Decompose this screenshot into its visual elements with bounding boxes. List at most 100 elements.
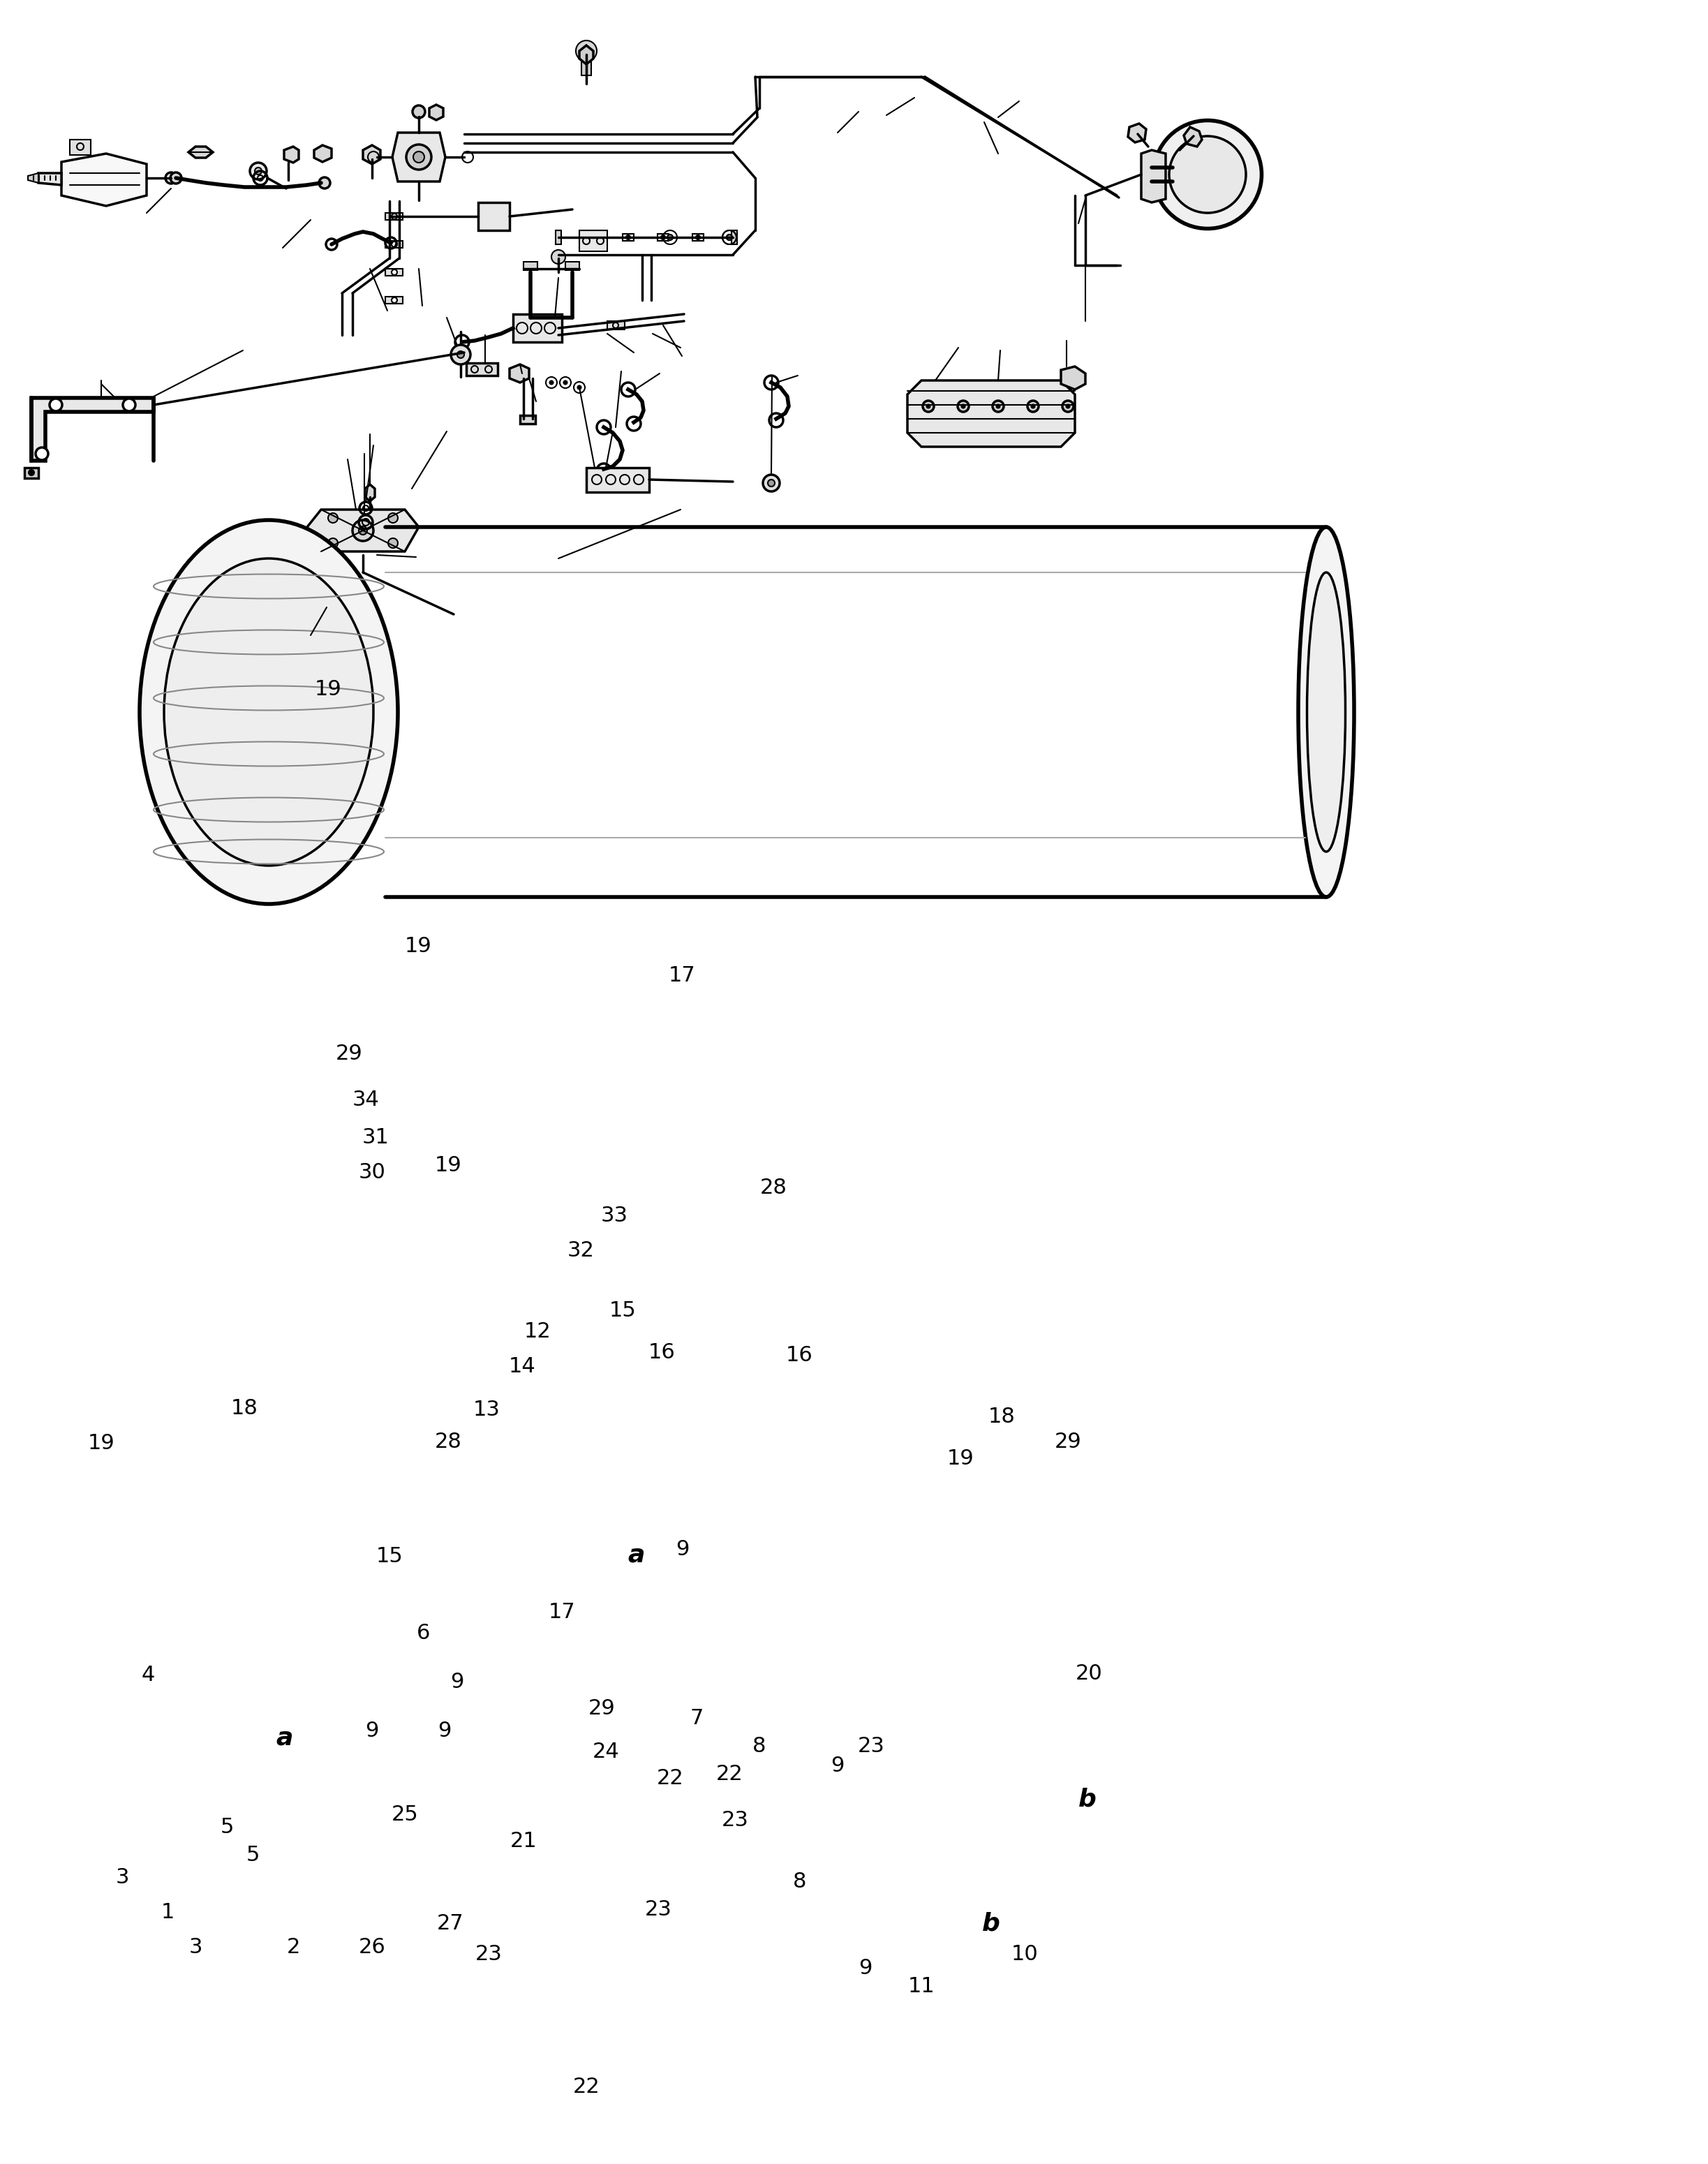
Circle shape [391, 214, 398, 219]
Text: 22: 22 [572, 2077, 600, 2097]
Bar [731, 229, 738, 245]
Text: 14: 14 [509, 1357, 536, 1376]
Circle shape [352, 519, 374, 541]
Polygon shape [38, 173, 61, 184]
Circle shape [1066, 405, 1069, 409]
Polygon shape [478, 203, 509, 229]
Circle shape [50, 398, 61, 411]
Polygon shape [70, 141, 91, 156]
Bar [512, 314, 562, 342]
Bar [386, 296, 403, 303]
Text: 1: 1 [161, 1902, 174, 1924]
Circle shape [661, 236, 664, 240]
Circle shape [926, 405, 931, 409]
Ellipse shape [1307, 573, 1346, 853]
Circle shape [29, 470, 34, 476]
Circle shape [769, 480, 775, 487]
Bar [586, 467, 649, 491]
Circle shape [36, 448, 48, 461]
Polygon shape [27, 173, 38, 184]
Ellipse shape [164, 558, 374, 866]
Text: 26: 26 [359, 1937, 386, 1958]
Bar [658, 234, 668, 240]
Text: 33: 33 [601, 1205, 629, 1227]
Polygon shape [284, 147, 299, 162]
Bar [466, 364, 497, 377]
Text: b: b [982, 1911, 1001, 1935]
Polygon shape [307, 509, 418, 552]
Polygon shape [24, 467, 38, 478]
Circle shape [564, 381, 567, 385]
Polygon shape [1184, 128, 1202, 147]
Bar [386, 212, 403, 221]
Ellipse shape [1298, 528, 1354, 898]
Circle shape [1032, 405, 1035, 409]
Text: 9: 9 [437, 1720, 451, 1742]
Text: 29: 29 [588, 1699, 615, 1718]
Circle shape [451, 344, 470, 364]
Text: 19: 19 [314, 679, 342, 699]
Text: 9: 9 [676, 1539, 690, 1560]
Circle shape [695, 236, 700, 240]
Bar [565, 262, 579, 270]
Text: 2: 2 [287, 1937, 301, 1958]
Text: 29: 29 [1054, 1430, 1081, 1452]
Circle shape [254, 167, 261, 175]
Circle shape [328, 513, 338, 524]
Text: 16: 16 [786, 1346, 813, 1365]
Polygon shape [579, 229, 608, 251]
Text: 19: 19 [87, 1433, 114, 1454]
Circle shape [407, 145, 432, 169]
Ellipse shape [1153, 121, 1262, 229]
Circle shape [359, 526, 367, 535]
Circle shape [391, 242, 398, 247]
Text: a: a [629, 1543, 646, 1567]
Bar [555, 229, 562, 245]
Bar [692, 234, 704, 240]
Circle shape [319, 177, 330, 188]
Bar [523, 262, 538, 270]
Text: 15: 15 [610, 1301, 635, 1320]
Text: 21: 21 [511, 1831, 536, 1852]
Circle shape [1028, 400, 1038, 411]
Polygon shape [907, 381, 1074, 446]
Circle shape [576, 41, 596, 61]
Text: 31: 31 [362, 1127, 389, 1147]
Polygon shape [61, 154, 147, 206]
Circle shape [763, 474, 779, 491]
Circle shape [584, 236, 589, 240]
Text: 8: 8 [793, 1872, 806, 1891]
Text: 23: 23 [644, 1900, 671, 1919]
Text: 30: 30 [359, 1162, 386, 1184]
Circle shape [577, 385, 581, 390]
Circle shape [627, 236, 630, 240]
Bar [386, 268, 403, 275]
Text: 3: 3 [116, 1868, 130, 1887]
Text: 11: 11 [909, 1976, 934, 1995]
Text: 4: 4 [142, 1666, 155, 1686]
Polygon shape [188, 147, 214, 158]
Circle shape [668, 234, 673, 240]
Text: 19: 19 [405, 935, 432, 956]
Polygon shape [509, 364, 529, 383]
Text: 6: 6 [417, 1623, 430, 1645]
Circle shape [458, 351, 465, 357]
Circle shape [388, 513, 398, 524]
Bar [623, 234, 634, 240]
Polygon shape [1061, 366, 1085, 390]
Text: 28: 28 [434, 1430, 461, 1452]
Circle shape [171, 173, 181, 184]
Text: a: a [277, 1727, 294, 1751]
Text: 23: 23 [475, 1945, 502, 1965]
Text: 20: 20 [1076, 1664, 1102, 1684]
Polygon shape [366, 485, 374, 502]
Text: b: b [1078, 1787, 1097, 1811]
Text: 34: 34 [352, 1088, 379, 1110]
Circle shape [726, 234, 733, 240]
Polygon shape [1141, 149, 1165, 203]
Circle shape [413, 106, 425, 119]
Text: 18: 18 [231, 1398, 258, 1420]
Text: 10: 10 [1011, 1945, 1038, 1965]
Text: 9: 9 [830, 1755, 844, 1777]
Bar [608, 320, 625, 329]
